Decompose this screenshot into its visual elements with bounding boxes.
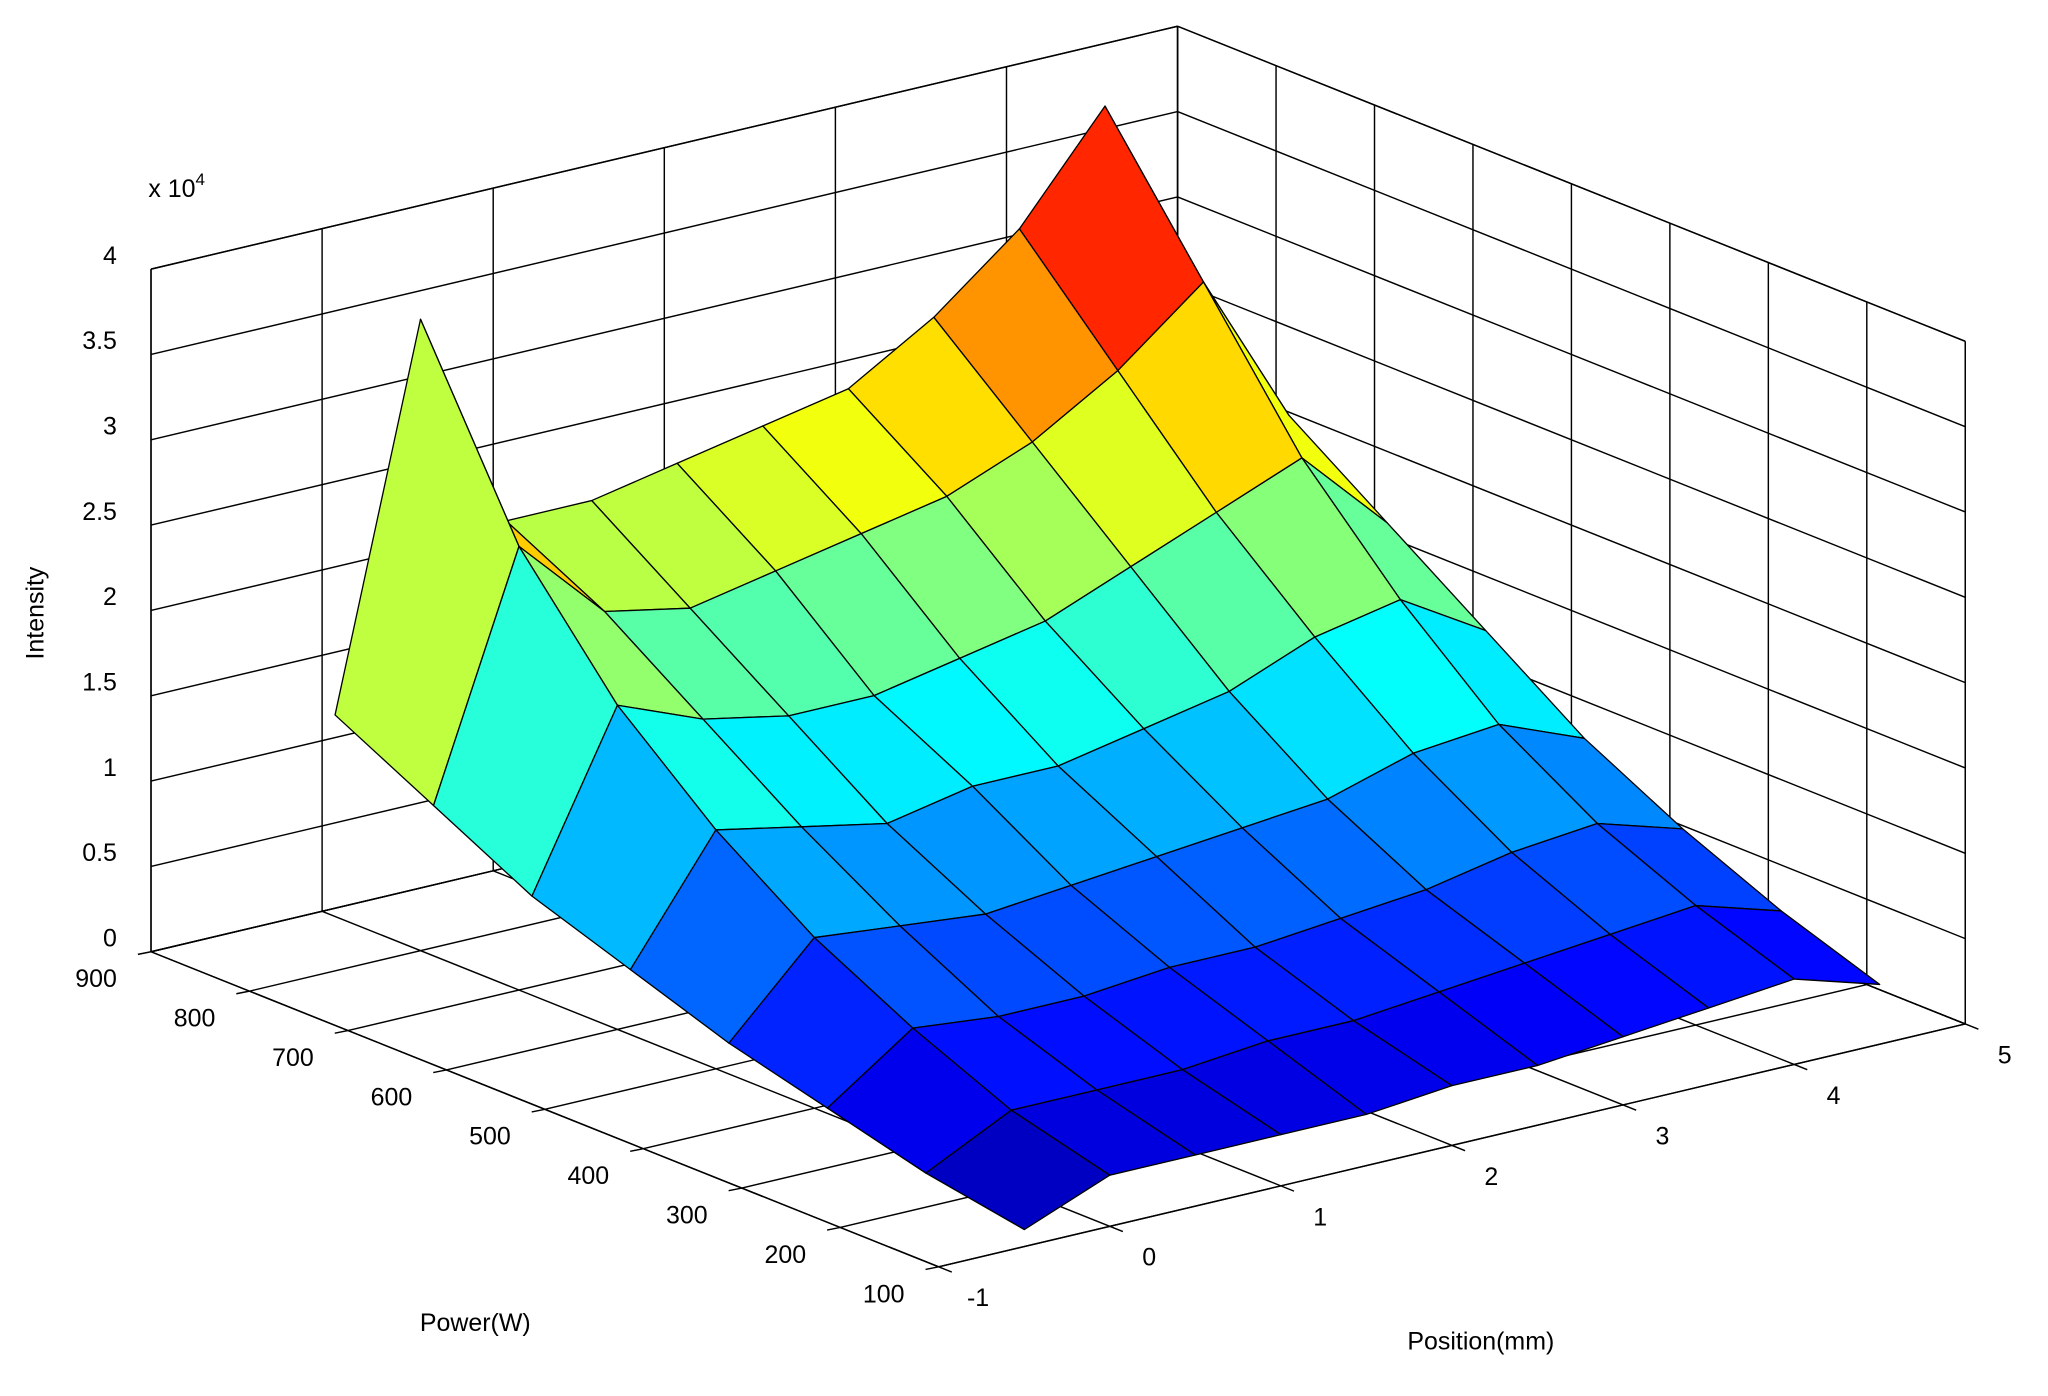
x-tick-label: 1 [1313,1203,1327,1231]
grid-line [1177,366,1966,684]
z-tick-label: 0 [103,925,117,953]
grid-line [938,1023,1966,1268]
y-tick-label: 700 [272,1044,314,1072]
tick-mark [1451,1144,1466,1152]
surface [334,105,1881,1231]
x-tick-label: -1 [967,1284,989,1312]
tick-mark [531,1108,545,1113]
y-tick-label: 400 [568,1162,610,1190]
tick-mark [1793,1063,1808,1071]
z-tick-label: 1 [103,754,117,782]
grid-line [150,110,1178,356]
tick-mark [334,1029,349,1034]
tick-mark [137,951,152,956]
y-tick-label: 500 [469,1123,511,1151]
tick-mark [925,1266,939,1271]
tick-mark [630,1147,644,1153]
z-multiplier-exponent: 4 [196,170,205,189]
tick-mark [728,1187,742,1192]
grid-line [1177,25,1966,342]
z-multiplier: x 104 [148,170,205,203]
y-tick-label: 800 [174,1005,216,1033]
z-tick-label: 2.5 [82,498,117,526]
grid-line [1177,281,1966,598]
x-tick-label: 3 [1656,1122,1670,1150]
grid-line [150,25,1178,270]
z-tick-label: 0.5 [82,839,117,867]
tick-mark [433,1069,447,1074]
z-tick-label: 1.5 [82,669,117,697]
x-axis-label: Position(mm) [1407,1328,1554,1356]
z-tick-label: 3 [103,413,117,441]
z-multiplier-base: x 10 [148,175,195,203]
y-tick-label: 100 [863,1280,905,1308]
tick-mark [826,1226,841,1231]
x-tick-label: 4 [1827,1082,1841,1110]
grid-line [1177,196,1966,513]
surface-patch [925,1109,1111,1231]
tick-mark [1280,1185,1295,1192]
grid-line [150,196,1178,441]
z-tick-label: 3.5 [82,327,117,355]
y-tick-label: 600 [371,1083,413,1111]
tick-mark [1109,1225,1124,1233]
z-tick-label: 4 [103,242,117,270]
y-tick-label: 900 [75,965,117,993]
y-axis-label: Power(W) [420,1309,531,1337]
x-tick-label: 0 [1142,1244,1156,1272]
z-tick-label: 2 [103,583,117,611]
grid-line [1177,110,1966,428]
z-axis-label: Intensity [21,566,49,659]
y-tick-label: 200 [764,1241,806,1269]
y-tick-label: 300 [666,1202,708,1230]
tick-mark [236,990,250,995]
axis-labels: -1 0 1 2 3 4 5 100 200 300 400 500 600 700 800 900 0 0.5 1… [75,242,2011,1312]
tick-mark [1964,1023,1979,1030]
tick-mark [1622,1104,1637,1111]
x-tick-label: 2 [1484,1163,1498,1191]
tick-mark [938,1266,953,1273]
x-tick-label: 5 [1998,1041,2012,1069]
